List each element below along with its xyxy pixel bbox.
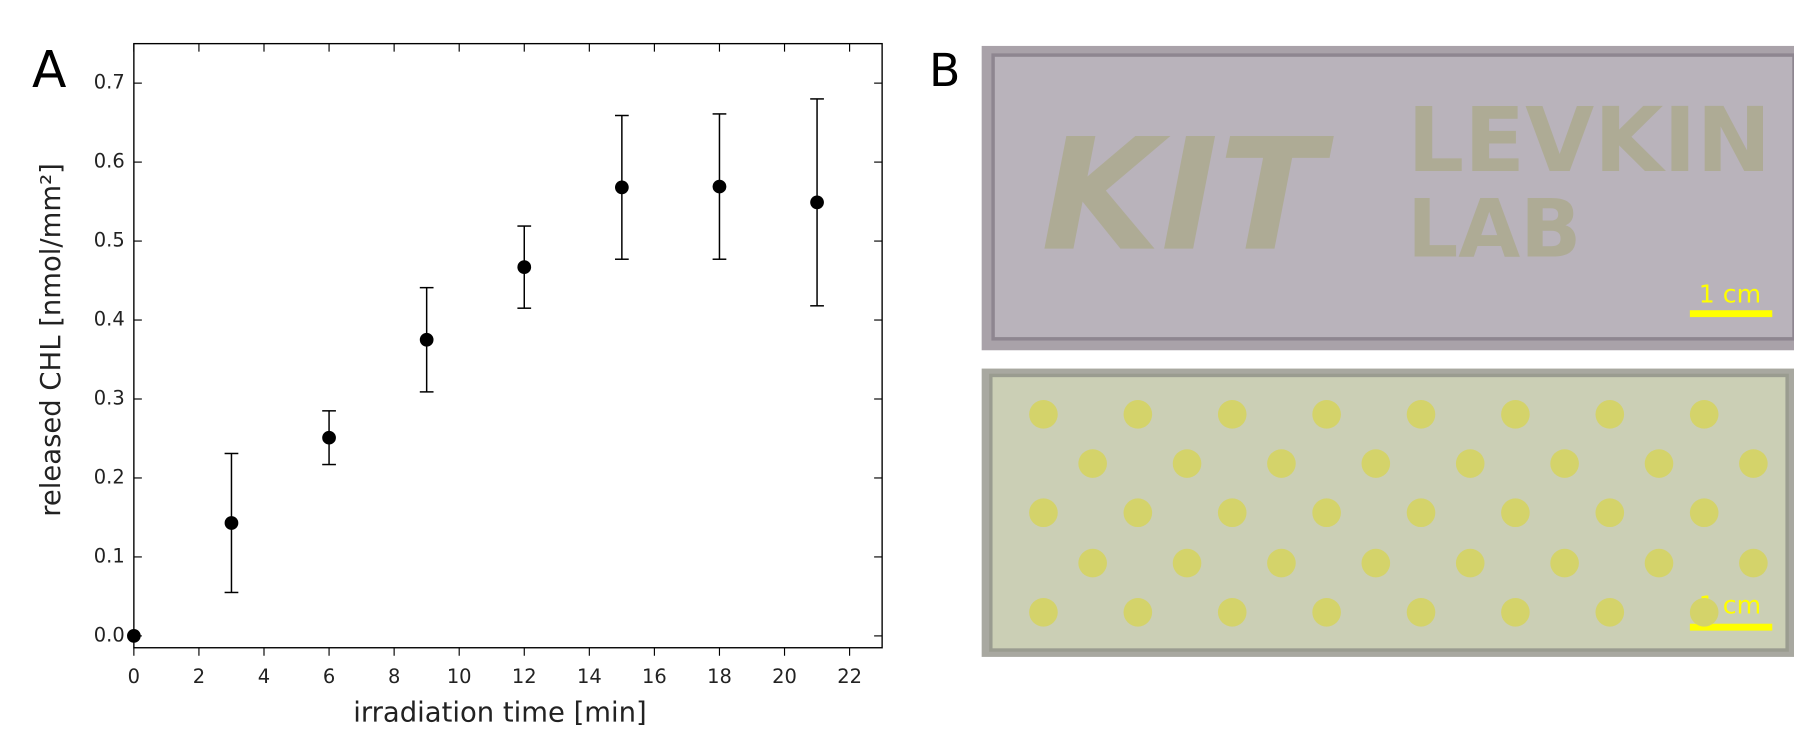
- spot: [1690, 498, 1719, 527]
- spot: [1407, 598, 1436, 627]
- y-tick-label: 0.2: [94, 465, 125, 488]
- scale-bar: [1690, 310, 1772, 317]
- y-tick-label: 0.3: [94, 386, 125, 409]
- point: [713, 180, 727, 194]
- spot: [1645, 449, 1674, 478]
- spot: [1218, 400, 1247, 429]
- point: [810, 196, 824, 210]
- spot: [1267, 549, 1296, 578]
- spot: [1501, 400, 1530, 429]
- y-tick-label: 0.1: [94, 544, 125, 567]
- y-tick-label: 0.7: [94, 71, 125, 94]
- x-tick-label: 20: [772, 665, 797, 688]
- y-tick-label: 0.5: [94, 229, 125, 252]
- spot: [1124, 498, 1153, 527]
- point: [322, 431, 336, 445]
- spot: [1739, 449, 1768, 478]
- plot-frame: [134, 44, 882, 648]
- point: [127, 629, 141, 643]
- spot: [1218, 498, 1247, 527]
- spot: [1124, 598, 1153, 627]
- x-tick-label: 6: [323, 665, 335, 688]
- x-tick-label: 10: [447, 665, 472, 688]
- panel-label: A: [32, 40, 67, 99]
- spot: [1550, 549, 1579, 578]
- spot: [1456, 549, 1485, 578]
- spot: [1362, 549, 1391, 578]
- spot: [1029, 598, 1058, 627]
- panel-label: B: [929, 44, 960, 97]
- point: [615, 180, 629, 194]
- spot: [1456, 449, 1485, 478]
- spot: [1029, 498, 1058, 527]
- spot: [1029, 400, 1058, 429]
- spot: [1173, 549, 1202, 578]
- spot: [1595, 400, 1624, 429]
- spot: [1312, 598, 1341, 627]
- spot: [1124, 400, 1153, 429]
- logo-text: LEVKIN: [1407, 89, 1771, 193]
- photo-bottom: 1 cm: [982, 369, 1794, 657]
- spot: [1645, 549, 1674, 578]
- spot: [1312, 400, 1341, 429]
- point: [420, 333, 434, 347]
- spot: [1267, 449, 1296, 478]
- spot: [1501, 498, 1530, 527]
- x-tick-label: 4: [258, 665, 270, 688]
- spot: [1078, 449, 1107, 478]
- spot: [1595, 598, 1624, 627]
- spot: [1690, 598, 1719, 627]
- x-axis-label: irradiation time [min]: [353, 698, 647, 728]
- spot: [1312, 498, 1341, 527]
- spot: [1501, 598, 1530, 627]
- y-tick-label: 0.4: [94, 308, 125, 331]
- x-tick-label: 18: [707, 665, 732, 688]
- logo-text: LAB: [1407, 183, 1581, 276]
- photo-top: KIT LEVKIN LAB 1 cm: [982, 46, 1794, 350]
- figure: A B irradiation time [min] released CHL …: [0, 0, 1794, 728]
- point: [517, 260, 531, 274]
- logo: KIT: [1041, 107, 1334, 286]
- spot: [1595, 498, 1624, 527]
- spot: [1362, 449, 1391, 478]
- spot: [1173, 449, 1202, 478]
- x-tick-label: 16: [642, 665, 667, 688]
- spot: [1078, 549, 1107, 578]
- x-tick-label: 22: [837, 665, 862, 688]
- glass-slide: [991, 375, 1787, 650]
- scale-label: 1 cm: [1699, 279, 1761, 308]
- spot: [1407, 498, 1436, 527]
- y-tick-label: 0.0: [94, 623, 125, 646]
- spot: [1550, 449, 1579, 478]
- x-tick-label: 8: [388, 665, 400, 688]
- spot: [1690, 400, 1719, 429]
- spot: [1218, 598, 1247, 627]
- x-tick-label: 0: [128, 665, 140, 688]
- spot: [1739, 549, 1768, 578]
- spot: [1407, 400, 1436, 429]
- point: [225, 516, 239, 530]
- y-tick-label: 0.6: [94, 150, 125, 173]
- x-tick-label: 14: [577, 665, 602, 688]
- x-tick-label: 2: [193, 665, 205, 688]
- x-tick-label: 12: [512, 665, 537, 688]
- y-axis-label: released CHL [nmol/mm²]: [36, 163, 67, 517]
